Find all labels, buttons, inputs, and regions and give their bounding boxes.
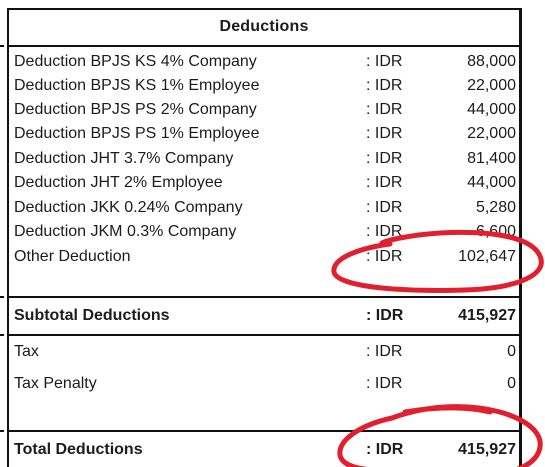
table-left-border — [7, 8, 9, 467]
row-label: Deduction JHT 3.7% Company — [14, 150, 234, 167]
row-label: Deduction JHT 2% Employee — [14, 174, 223, 191]
row-amount: 88,000 — [467, 53, 516, 70]
row-amount: 44,000 — [467, 174, 516, 191]
row-amount: 5,280 — [475, 199, 516, 216]
items-divider — [7, 296, 522, 298]
row-label: Other Deduction — [14, 248, 131, 265]
deduction-row: Deduction JKM 0.3% Company : IDR 6,600 — [14, 223, 518, 247]
table-right-border — [519, 8, 522, 467]
row-amount: 22,000 — [467, 125, 516, 142]
tax-penalty-amount: 0 — [507, 375, 516, 392]
row-amount: 6,600 — [475, 223, 516, 240]
edge-tick — [0, 430, 4, 432]
subtotal-currency: : IDR — [366, 307, 404, 324]
row-label: Deduction JKK 0.24% Company — [14, 199, 243, 216]
tax-row: Tax : IDR 0 — [14, 343, 518, 367]
tax-penalty-currency: : IDR — [366, 375, 403, 392]
deduction-row: Deduction BPJS PS 2% Company : IDR 44,00… — [14, 101, 518, 125]
subtotal-label: Subtotal Deductions — [14, 307, 170, 324]
row-currency: : IDR — [366, 199, 403, 216]
row-currency: : IDR — [366, 248, 403, 265]
deduction-row: Deduction JKK 0.24% Company : IDR 5,280 — [14, 199, 518, 223]
edge-tick — [0, 45, 4, 47]
tax-label: Tax — [14, 343, 39, 360]
deduction-row: Other Deduction : IDR 102,647 — [14, 248, 518, 272]
row-amount: 102,647 — [458, 248, 516, 265]
row-currency: : IDR — [366, 101, 403, 118]
total-amount: 415,927 — [458, 441, 516, 458]
row-amount: 22,000 — [467, 77, 516, 94]
section-title: Deductions — [219, 18, 309, 35]
row-currency: : IDR — [366, 223, 403, 240]
total-currency: : IDR — [366, 441, 404, 458]
edge-tick — [0, 334, 4, 336]
row-label: Deduction JKM 0.3% Company — [14, 223, 237, 240]
row-currency: : IDR — [366, 150, 403, 167]
deduction-row: Deduction JHT 3.7% Company : IDR 81,400 — [14, 150, 518, 174]
table-top-border — [7, 8, 522, 10]
row-currency: : IDR — [366, 77, 403, 94]
row-amount: 81,400 — [467, 150, 516, 167]
tax-penalty-row: Tax Penalty : IDR 0 — [14, 375, 518, 399]
deduction-row: Deduction BPJS PS 1% Employee : IDR 22,0… — [14, 125, 518, 149]
tax-divider — [7, 430, 522, 432]
deduction-row: Deduction JHT 2% Employee : IDR 44,000 — [14, 174, 518, 198]
row-currency: : IDR — [366, 174, 403, 191]
tax-currency: : IDR — [366, 343, 403, 360]
tax-amount: 0 — [507, 343, 516, 360]
edge-tick — [0, 296, 4, 298]
subtotal-row: Subtotal Deductions : IDR 415,927 — [14, 307, 518, 331]
row-amount: 44,000 — [467, 101, 516, 118]
header-divider — [7, 45, 522, 47]
row-label: Deduction BPJS KS 4% Company — [14, 53, 257, 70]
total-label: Total Deductions — [14, 441, 143, 458]
row-currency: : IDR — [366, 53, 403, 70]
subtotal-amount: 415,927 — [458, 307, 516, 324]
row-label: Deduction BPJS PS 1% Employee — [14, 125, 260, 142]
subtotal-divider — [7, 334, 522, 336]
row-currency: : IDR — [366, 125, 403, 142]
deduction-row: Deduction BPJS KS 1% Employee : IDR 22,0… — [14, 77, 518, 101]
deduction-row: Deduction BPJS KS 4% Company : IDR 88,00… — [14, 53, 518, 77]
tax-penalty-label: Tax Penalty — [14, 375, 97, 392]
row-label: Deduction BPJS KS 1% Employee — [14, 77, 260, 94]
row-label: Deduction BPJS PS 2% Company — [14, 101, 257, 118]
total-row: Total Deductions : IDR 415,927 — [14, 441, 518, 465]
